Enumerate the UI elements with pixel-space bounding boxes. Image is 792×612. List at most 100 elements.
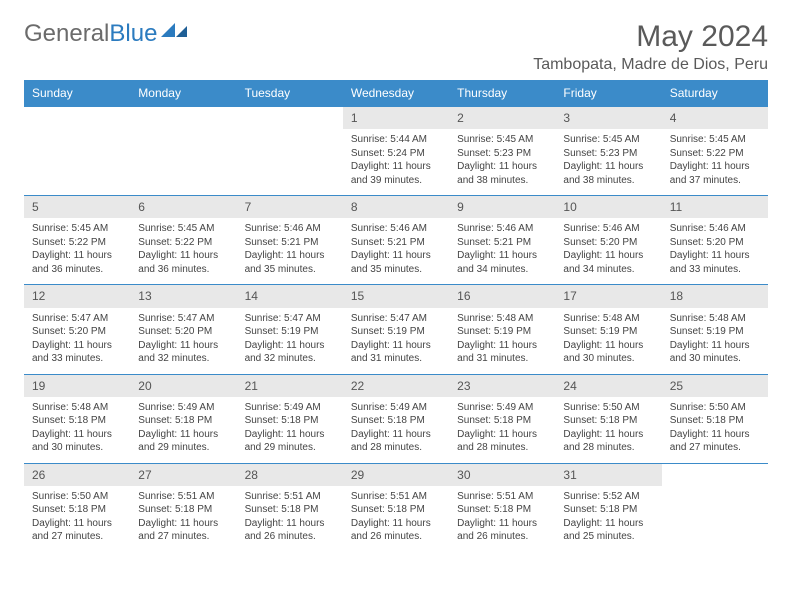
- calendar-day: 12Sunrise: 5:47 AMSunset: 5:20 PMDayligh…: [24, 284, 130, 373]
- sunset-line: Sunset: 5:24 PM: [351, 147, 441, 161]
- day-content: Sunrise: 5:49 AMSunset: 5:18 PMDaylight:…: [343, 397, 449, 463]
- day-number: 16: [449, 285, 555, 307]
- day-content: Sunrise: 5:45 AMSunset: 5:22 PMDaylight:…: [662, 129, 768, 195]
- sunset-line: Sunset: 5:18 PM: [138, 503, 228, 517]
- day-number: 20: [130, 375, 236, 397]
- day-content: Sunrise: 5:48 AMSunset: 5:18 PMDaylight:…: [24, 397, 130, 463]
- sunset-line: Sunset: 5:18 PM: [457, 503, 547, 517]
- day-content: Sunrise: 5:48 AMSunset: 5:19 PMDaylight:…: [662, 308, 768, 374]
- sunset-line: Sunset: 5:18 PM: [32, 503, 122, 517]
- daylight-line: Daylight: 11 hours and 28 minutes.: [563, 428, 653, 455]
- logo: GeneralBlue: [24, 20, 187, 48]
- weekday-header: Friday: [555, 80, 661, 106]
- day-content: Sunrise: 5:50 AMSunset: 5:18 PMDaylight:…: [24, 486, 130, 552]
- sunset-line: Sunset: 5:20 PM: [563, 236, 653, 250]
- sunset-line: Sunset: 5:19 PM: [245, 325, 335, 339]
- calendar-day: 2Sunrise: 5:45 AMSunset: 5:23 PMDaylight…: [449, 106, 555, 195]
- day-number: 13: [130, 285, 236, 307]
- daylight-line: Daylight: 11 hours and 29 minutes.: [245, 428, 335, 455]
- sunset-line: Sunset: 5:18 PM: [138, 414, 228, 428]
- daylight-line: Daylight: 11 hours and 33 minutes.: [32, 339, 122, 366]
- day-number: 6: [130, 196, 236, 218]
- day-number: 10: [555, 196, 661, 218]
- day-content: Sunrise: 5:47 AMSunset: 5:20 PMDaylight:…: [24, 308, 130, 374]
- sunrise-line: Sunrise: 5:44 AM: [351, 133, 441, 147]
- day-number: 15: [343, 285, 449, 307]
- daylight-line: Daylight: 11 hours and 31 minutes.: [351, 339, 441, 366]
- location: Tambopata, Madre de Dios, Peru: [533, 56, 768, 74]
- sunset-line: Sunset: 5:21 PM: [351, 236, 441, 250]
- day-number: 19: [24, 375, 130, 397]
- calendar-header-row: SundayMondayTuesdayWednesdayThursdayFrid…: [24, 80, 768, 106]
- logo-word2: Blue: [109, 20, 157, 48]
- day-content: Sunrise: 5:46 AMSunset: 5:21 PMDaylight:…: [237, 218, 343, 284]
- day-content: Sunrise: 5:50 AMSunset: 5:18 PMDaylight:…: [555, 397, 661, 463]
- day-content: Sunrise: 5:47 AMSunset: 5:19 PMDaylight:…: [237, 308, 343, 374]
- calendar-day: 22Sunrise: 5:49 AMSunset: 5:18 PMDayligh…: [343, 374, 449, 463]
- calendar-day: 27Sunrise: 5:51 AMSunset: 5:18 PMDayligh…: [130, 463, 236, 552]
- empty-cell: [237, 106, 343, 195]
- daylight-line: Daylight: 11 hours and 34 minutes.: [457, 249, 547, 276]
- calendar-day: 14Sunrise: 5:47 AMSunset: 5:19 PMDayligh…: [237, 284, 343, 373]
- day-number: 18: [662, 285, 768, 307]
- day-content: Sunrise: 5:48 AMSunset: 5:19 PMDaylight:…: [449, 308, 555, 374]
- day-content: Sunrise: 5:49 AMSunset: 5:18 PMDaylight:…: [449, 397, 555, 463]
- sunrise-line: Sunrise: 5:48 AM: [32, 401, 122, 415]
- empty-cell: [662, 463, 768, 552]
- calendar-day: 29Sunrise: 5:51 AMSunset: 5:18 PMDayligh…: [343, 463, 449, 552]
- day-number: 3: [555, 107, 661, 129]
- day-content: Sunrise: 5:50 AMSunset: 5:18 PMDaylight:…: [662, 397, 768, 463]
- day-content: Sunrise: 5:45 AMSunset: 5:23 PMDaylight:…: [555, 129, 661, 195]
- day-content: Sunrise: 5:52 AMSunset: 5:18 PMDaylight:…: [555, 486, 661, 552]
- sunset-line: Sunset: 5:19 PM: [670, 325, 760, 339]
- sunset-line: Sunset: 5:18 PM: [245, 503, 335, 517]
- sunset-line: Sunset: 5:23 PM: [457, 147, 547, 161]
- daylight-line: Daylight: 11 hours and 27 minutes.: [138, 517, 228, 544]
- day-number: 29: [343, 464, 449, 486]
- day-content: Sunrise: 5:44 AMSunset: 5:24 PMDaylight:…: [343, 129, 449, 195]
- calendar-day: 17Sunrise: 5:48 AMSunset: 5:19 PMDayligh…: [555, 284, 661, 373]
- calendar-day: 3Sunrise: 5:45 AMSunset: 5:23 PMDaylight…: [555, 106, 661, 195]
- logo-word1: General: [24, 20, 109, 48]
- daylight-line: Daylight: 11 hours and 31 minutes.: [457, 339, 547, 366]
- sunset-line: Sunset: 5:22 PM: [32, 236, 122, 250]
- sunset-line: Sunset: 5:20 PM: [670, 236, 760, 250]
- daylight-line: Daylight: 11 hours and 32 minutes.: [138, 339, 228, 366]
- daylight-line: Daylight: 11 hours and 26 minutes.: [457, 517, 547, 544]
- sunset-line: Sunset: 5:18 PM: [351, 503, 441, 517]
- calendar-day: 7Sunrise: 5:46 AMSunset: 5:21 PMDaylight…: [237, 195, 343, 284]
- daylight-line: Daylight: 11 hours and 27 minutes.: [670, 428, 760, 455]
- calendar-day: 23Sunrise: 5:49 AMSunset: 5:18 PMDayligh…: [449, 374, 555, 463]
- sunrise-line: Sunrise: 5:46 AM: [670, 222, 760, 236]
- header: GeneralBlue May 2024 Tambopata, Madre de…: [24, 20, 768, 74]
- calendar-day: 24Sunrise: 5:50 AMSunset: 5:18 PMDayligh…: [555, 374, 661, 463]
- sunrise-line: Sunrise: 5:48 AM: [563, 312, 653, 326]
- calendar-day: 25Sunrise: 5:50 AMSunset: 5:18 PMDayligh…: [662, 374, 768, 463]
- calendar-day: 5Sunrise: 5:45 AMSunset: 5:22 PMDaylight…: [24, 195, 130, 284]
- sunset-line: Sunset: 5:18 PM: [351, 414, 441, 428]
- day-number: 23: [449, 375, 555, 397]
- sunrise-line: Sunrise: 5:51 AM: [351, 490, 441, 504]
- day-content: Sunrise: 5:46 AMSunset: 5:21 PMDaylight:…: [449, 218, 555, 284]
- sunrise-line: Sunrise: 5:49 AM: [351, 401, 441, 415]
- calendar: SundayMondayTuesdayWednesdayThursdayFrid…: [24, 80, 768, 552]
- daylight-line: Daylight: 11 hours and 30 minutes.: [563, 339, 653, 366]
- daylight-line: Daylight: 11 hours and 39 minutes.: [351, 160, 441, 187]
- weekday-header: Tuesday: [237, 80, 343, 106]
- day-number: 30: [449, 464, 555, 486]
- calendar-day: 4Sunrise: 5:45 AMSunset: 5:22 PMDaylight…: [662, 106, 768, 195]
- calendar-day: 26Sunrise: 5:50 AMSunset: 5:18 PMDayligh…: [24, 463, 130, 552]
- day-content: Sunrise: 5:51 AMSunset: 5:18 PMDaylight:…: [237, 486, 343, 552]
- sunrise-line: Sunrise: 5:45 AM: [138, 222, 228, 236]
- calendar-day: 9Sunrise: 5:46 AMSunset: 5:21 PMDaylight…: [449, 195, 555, 284]
- sunrise-line: Sunrise: 5:45 AM: [563, 133, 653, 147]
- sunrise-line: Sunrise: 5:48 AM: [457, 312, 547, 326]
- daylight-line: Daylight: 11 hours and 32 minutes.: [245, 339, 335, 366]
- sunset-line: Sunset: 5:19 PM: [351, 325, 441, 339]
- sunrise-line: Sunrise: 5:52 AM: [563, 490, 653, 504]
- sunrise-line: Sunrise: 5:49 AM: [138, 401, 228, 415]
- sunrise-line: Sunrise: 5:50 AM: [670, 401, 760, 415]
- calendar-day: 30Sunrise: 5:51 AMSunset: 5:18 PMDayligh…: [449, 463, 555, 552]
- day-number: 12: [24, 285, 130, 307]
- day-number: 31: [555, 464, 661, 486]
